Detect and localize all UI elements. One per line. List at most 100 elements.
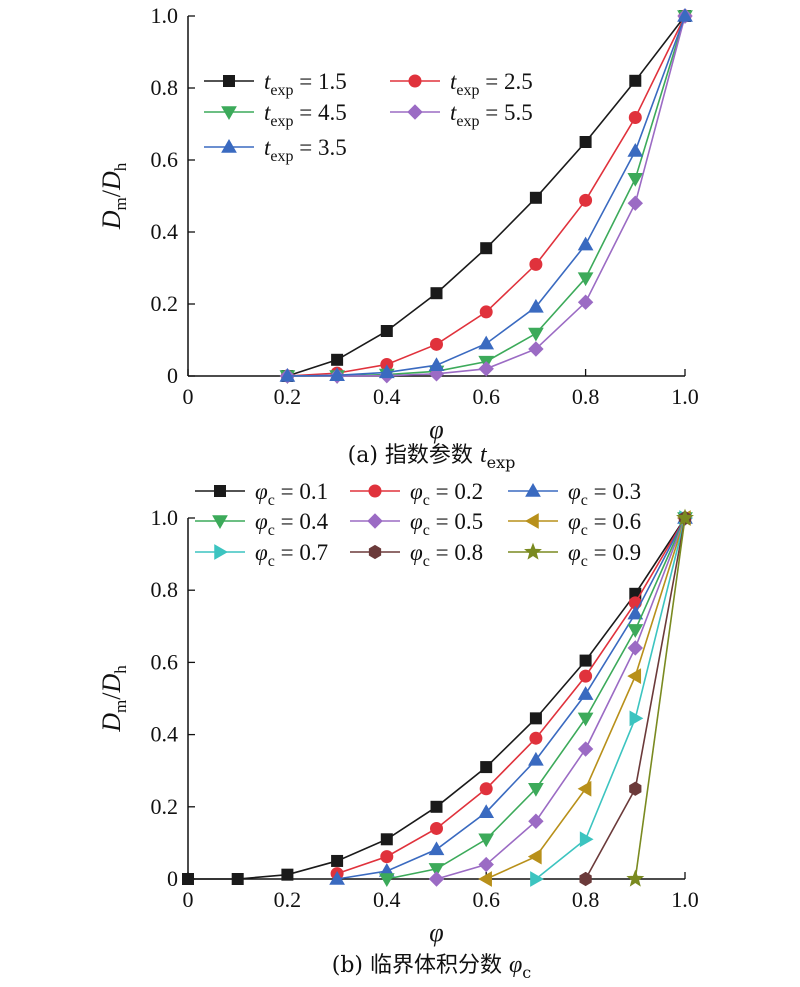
x-tick-label: 0.4 bbox=[373, 384, 401, 409]
legend: texp = 1.5 texp = 2.5 texp = 4.5 texp = 5.5… bbox=[204, 69, 533, 165]
legend-label-4: texp = 3.5 bbox=[264, 135, 347, 165]
x-tick-label: 0.2 bbox=[274, 384, 302, 409]
legend: φc = 0.1 φc = 0.2 φc = 0.3 φc = 0.4 φc = 0.5… bbox=[195, 479, 641, 570]
series-2 bbox=[329, 509, 693, 885]
data-point bbox=[479, 782, 493, 796]
legend-label-1: φc = 0.2 bbox=[410, 479, 483, 509]
y-tick-label: 0 bbox=[167, 866, 178, 891]
x-tick-label: 0.8 bbox=[572, 887, 600, 912]
legend-label-2: φc = 0.3 bbox=[568, 479, 641, 509]
data-point bbox=[528, 783, 544, 797]
panel-caption: (b) 临界体积分数 φc bbox=[332, 952, 532, 982]
data-point bbox=[627, 142, 644, 157]
data-point bbox=[528, 813, 544, 829]
series-line-7 bbox=[584, 517, 686, 880]
legend-entry-0: φc = 0.1 bbox=[195, 479, 328, 509]
series-line-8 bbox=[634, 517, 686, 880]
data-point bbox=[478, 833, 495, 848]
legend-label-1: texp = 2.5 bbox=[450, 69, 533, 99]
data-point bbox=[380, 833, 393, 846]
x-tick-label: 0.8 bbox=[572, 384, 600, 409]
data-point bbox=[529, 731, 543, 745]
data-point bbox=[182, 873, 194, 885]
data-point bbox=[629, 74, 642, 87]
data-point bbox=[428, 871, 445, 887]
y-axis-label: Dm/Dh bbox=[97, 162, 130, 230]
legend-marker-5 bbox=[524, 513, 539, 529]
legend-entry-2: texp = 4.5 bbox=[204, 100, 347, 130]
data-point bbox=[331, 353, 344, 366]
data-point bbox=[478, 871, 492, 887]
y-tick-label: 0.4 bbox=[151, 722, 179, 747]
data-point bbox=[530, 871, 544, 887]
series-1 bbox=[330, 511, 692, 881]
legend-label-3: texp = 5.5 bbox=[450, 100, 533, 130]
data-point bbox=[478, 335, 495, 350]
data-point bbox=[579, 831, 594, 848]
data-point bbox=[629, 781, 642, 796]
legend-marker-2 bbox=[221, 106, 237, 121]
y-tick-label: 0.8 bbox=[151, 75, 179, 100]
legend-entry-2: φc = 0.3 bbox=[508, 479, 641, 509]
panel-caption: (a) 指数参数 texp bbox=[348, 442, 516, 472]
data-point bbox=[480, 761, 493, 774]
y-tick-label: 0.6 bbox=[151, 649, 179, 674]
data-point bbox=[577, 272, 594, 287]
legend-marker-0 bbox=[223, 75, 235, 87]
x-tick-label: 1.0 bbox=[671, 384, 699, 409]
x-tick-label: 0.6 bbox=[472, 887, 500, 912]
y-tick-label: 0.2 bbox=[151, 291, 179, 316]
data-point bbox=[478, 856, 494, 873]
series-line-1 bbox=[336, 517, 686, 875]
legend-entry-1: φc = 0.2 bbox=[350, 479, 483, 509]
y-tick-label: 0.8 bbox=[151, 577, 179, 602]
data-point bbox=[331, 854, 344, 867]
chart-panel-1: 0 0.2 0.4 0.6 0.8 1.0 0 0.2 0.4 0.6 0.8 1.0 φ Dm/Dh (b… bbox=[97, 479, 699, 982]
data-point bbox=[428, 863, 445, 877]
legend-label-2: texp = 4.5 bbox=[264, 100, 347, 130]
data-point bbox=[627, 605, 644, 620]
data-point bbox=[480, 242, 493, 255]
y-tick-label: 0.4 bbox=[151, 219, 179, 244]
series-4 bbox=[279, 7, 693, 382]
legend-label-0: φc = 0.1 bbox=[255, 479, 328, 509]
x-tick-label: 0.6 bbox=[472, 384, 500, 409]
data-point bbox=[577, 294, 594, 310]
legend-marker-7 bbox=[368, 544, 382, 560]
data-point bbox=[527, 848, 542, 865]
series-line-2 bbox=[336, 517, 686, 880]
x-axis-label: φ bbox=[429, 918, 443, 947]
x-tick-label: 1.0 bbox=[671, 887, 699, 912]
legend-entry-3: φc = 0.4 bbox=[195, 509, 329, 539]
legend-entry-3: texp = 5.5 bbox=[390, 100, 533, 130]
data-point bbox=[627, 172, 644, 187]
legend-marker-6 bbox=[214, 544, 229, 560]
legend-entry-0: texp = 1.5 bbox=[204, 69, 347, 99]
data-point bbox=[579, 871, 592, 887]
data-point bbox=[528, 298, 544, 313]
data-point bbox=[430, 800, 443, 813]
data-point bbox=[627, 195, 644, 211]
chart-panel-0: 0 0.2 0.4 0.6 0.8 1.0 0 0.2 0.4 0.6 0.8 1.0 φ Dm/Dh (a… bbox=[97, 3, 699, 472]
data-point bbox=[478, 361, 494, 377]
data-point bbox=[378, 873, 395, 888]
legend-label-4: φc = 0.5 bbox=[410, 509, 483, 539]
legend-label-5: φc = 0.6 bbox=[568, 509, 641, 539]
legend-label-6: φc = 0.7 bbox=[255, 540, 328, 570]
legend-label-7: φc = 0.8 bbox=[410, 540, 483, 570]
series-line-6 bbox=[535, 517, 686, 880]
series-3 bbox=[279, 8, 693, 384]
data-point bbox=[329, 367, 345, 382]
data-point bbox=[479, 305, 493, 319]
legend-marker-3 bbox=[212, 515, 228, 530]
data-point bbox=[428, 357, 445, 371]
data-point bbox=[528, 341, 544, 357]
data-point bbox=[579, 669, 593, 683]
data-point bbox=[529, 712, 542, 725]
data-point bbox=[428, 841, 445, 856]
data-point bbox=[378, 364, 395, 379]
data-point bbox=[628, 111, 642, 125]
legend-marker-0 bbox=[214, 485, 226, 497]
data-point bbox=[627, 640, 644, 656]
legend-marker-8 bbox=[524, 542, 542, 560]
